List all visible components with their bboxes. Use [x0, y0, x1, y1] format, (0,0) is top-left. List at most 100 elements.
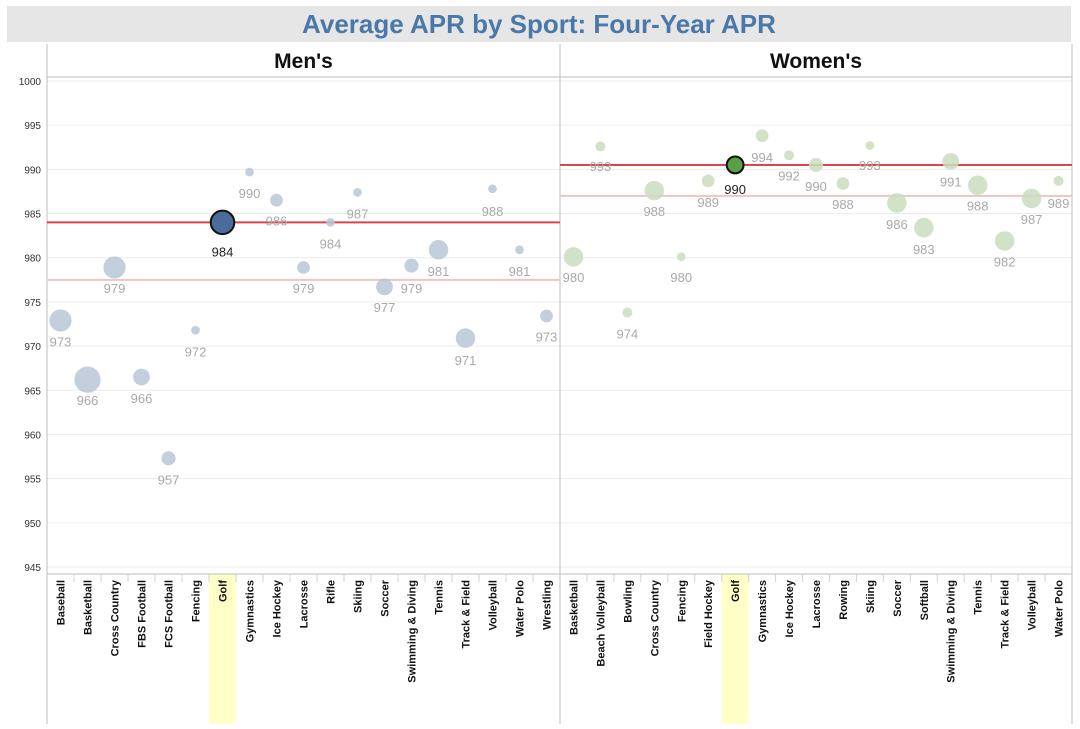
x-tick-label: Tennis: [973, 580, 985, 615]
data-label: 991: [940, 175, 962, 190]
data-label: 982: [994, 254, 1016, 269]
data-point: [942, 153, 960, 170]
x-tick-label: Basketball: [568, 580, 580, 635]
x-tick-label: Volleyball: [1027, 580, 1039, 631]
data-point: [133, 368, 150, 386]
data-label: 986: [266, 214, 288, 229]
data-label: 979: [293, 281, 315, 296]
x-tick-label: Soccer: [892, 579, 904, 616]
y-tick-label: 970: [24, 342, 41, 353]
x-tick-label: Beach Volleyball: [595, 580, 607, 667]
x-tick-label: Gymnastics: [757, 580, 769, 642]
x-tick-label: Field Hockey: [703, 579, 715, 648]
y-tick-label: 965: [24, 386, 41, 397]
data-label: 979: [401, 281, 423, 296]
data-label: 990: [239, 186, 261, 201]
data-label: 983: [913, 242, 935, 257]
y-tick-label: 955: [24, 475, 41, 486]
y-tick-label: 975: [24, 298, 41, 309]
x-tick-label: Rifle: [326, 580, 338, 604]
x-tick-label: Basketball: [83, 580, 95, 635]
data-label: 988: [967, 199, 989, 214]
data-label: 990: [724, 182, 746, 197]
x-tick-label: Cross Country: [649, 579, 661, 656]
data-point: [1053, 175, 1064, 186]
y-tick-label: 990: [24, 165, 41, 176]
x-tick-label: Cross Country: [110, 579, 122, 656]
x-tick-label: Water Polo: [1054, 580, 1066, 637]
data-label: 974: [617, 327, 639, 342]
data-point: [455, 328, 476, 348]
data-point: [161, 451, 176, 466]
x-tick-label: Rowing: [838, 580, 850, 620]
plot-area: 945 950 955 960 965 970 975 980 985 990 995 1000 Men…: [19, 44, 1073, 724]
x-tick-label: Lacrosse: [811, 580, 823, 628]
data-label: 988: [482, 204, 504, 219]
data-label: 987: [1021, 212, 1043, 227]
data-point: [488, 184, 497, 194]
x-tick-label: FBS Football: [137, 580, 149, 648]
x-tick-label: Swimming & Diving: [946, 580, 958, 683]
data-point: [836, 177, 850, 190]
data-point: [326, 218, 335, 227]
data-point: [887, 193, 907, 213]
data-point: [865, 141, 875, 150]
x-tick-label: Fencing: [191, 580, 203, 622]
x-tick-label: Volleyball: [488, 580, 500, 631]
data-label: 981: [509, 264, 531, 279]
panel-header-womens: Women's: [770, 50, 862, 73]
data-label: 972: [185, 344, 207, 359]
data-point: [595, 141, 606, 152]
data-point: [209, 209, 236, 236]
data-label: 993: [859, 158, 881, 173]
x-tick-label: Swimming & Diving: [407, 580, 419, 683]
data-label: 980: [563, 270, 585, 285]
data-point: [297, 261, 310, 274]
data-label: 957: [158, 473, 180, 488]
x-tick-label: Golf: [730, 580, 742, 602]
data-point: [428, 240, 449, 260]
data-point: [540, 309, 553, 323]
data-point: [376, 278, 393, 296]
x-tick-label: Golf: [218, 580, 230, 602]
x-tick-label: Bowling: [622, 580, 634, 623]
data-label: 984: [320, 237, 342, 252]
data-point: [701, 174, 715, 188]
data-point: [270, 193, 283, 207]
data-label: 984: [212, 245, 234, 260]
y-tick-label: 980: [24, 254, 41, 265]
data-point: [103, 256, 126, 279]
y-tick-label: 1000: [19, 77, 42, 88]
panel-header-mens: Men's: [274, 50, 333, 73]
data-point: [994, 231, 1015, 251]
x-tick-label: Ice Hockey: [784, 579, 796, 637]
x-tick-label: Tennis: [434, 580, 446, 615]
data-point: [245, 167, 254, 177]
x-tick-label: Gymnastics: [245, 580, 257, 642]
data-point: [914, 217, 934, 238]
data-point: [967, 175, 988, 196]
data-point: [755, 129, 769, 143]
x-tick-label: Lacrosse: [299, 580, 311, 628]
data-label: 971: [455, 353, 477, 368]
data-point: [725, 155, 745, 175]
data-point: [808, 157, 824, 172]
x-tick-label: Water Polo: [515, 580, 527, 637]
x-tick-label: Track & Field: [461, 580, 473, 648]
data-point: [563, 247, 584, 267]
x-tick-label: Softball: [919, 580, 931, 620]
data-label: 993: [590, 159, 612, 174]
y-tick-label: 995: [24, 121, 41, 132]
x-tick-label: Track & Field: [1000, 580, 1012, 648]
data-label: 989: [1048, 196, 1070, 211]
data-label: 966: [131, 391, 153, 406]
data-label: 980: [670, 270, 692, 285]
data-label: 989: [697, 195, 719, 210]
y-tick-label: 950: [24, 519, 41, 530]
data-point: [676, 252, 686, 262]
x-tick-label: FCS Football: [164, 580, 176, 648]
x-tick-label: Ice Hockey: [272, 579, 284, 637]
data-label: 987: [347, 207, 369, 222]
data-point: [622, 307, 633, 318]
